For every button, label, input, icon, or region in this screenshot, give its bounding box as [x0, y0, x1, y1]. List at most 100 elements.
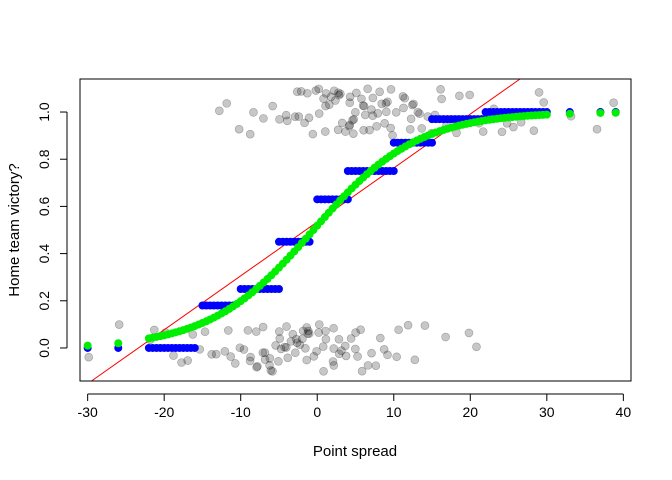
x-tick-label: -20 — [154, 404, 174, 420]
observed-point — [539, 98, 549, 107]
observed-point — [376, 333, 385, 343]
observed-point — [324, 100, 334, 109]
observed-point — [417, 124, 427, 133]
observed-point — [534, 88, 544, 97]
y-tick-label: 0.4 — [36, 244, 52, 264]
observed-point — [349, 129, 358, 138]
observed-point — [413, 107, 423, 117]
observed-point — [234, 124, 244, 134]
observed-point — [509, 122, 518, 132]
observed-point — [379, 345, 389, 354]
x-tick-label: 40 — [616, 404, 632, 420]
observed-point — [529, 126, 539, 135]
observed-point — [333, 125, 343, 135]
observed-point — [253, 362, 262, 371]
x-tick-label: 0 — [313, 404, 321, 420]
observed-point — [436, 85, 445, 94]
observed-point — [149, 325, 159, 335]
y-tick-label: 0.2 — [36, 291, 52, 311]
observed-point — [398, 92, 408, 101]
observed-point — [368, 111, 378, 120]
observed-point — [298, 326, 308, 336]
observed-point — [321, 127, 330, 136]
binned-fit-layer — [83, 108, 620, 352]
observed-point — [400, 93, 410, 103]
observed-point — [177, 358, 186, 367]
observed-point — [271, 341, 280, 350]
observed-point — [363, 361, 373, 370]
observed-point — [333, 88, 343, 98]
observed-point — [415, 109, 424, 119]
observed-point — [334, 349, 344, 359]
observed-point — [381, 98, 391, 108]
observed-point — [304, 113, 314, 123]
observed-point — [359, 101, 369, 111]
observed-point — [328, 357, 338, 366]
observed-point — [363, 84, 372, 94]
binned-fit-point — [389, 167, 398, 176]
logistic-fit-point — [611, 108, 620, 117]
observed-point — [351, 107, 360, 117]
observed-point — [386, 123, 395, 133]
observed-point — [268, 101, 277, 111]
observed-point — [265, 354, 275, 363]
observed-point — [220, 347, 230, 356]
observed-point — [394, 325, 403, 335]
observed-point — [266, 366, 276, 375]
observed-point — [292, 334, 301, 344]
observed-point — [334, 334, 344, 344]
observed-point — [211, 349, 221, 359]
observed-point — [183, 356, 192, 365]
x-axis-label: Point spread — [313, 443, 397, 460]
observed-point — [294, 112, 304, 121]
observed-point — [239, 345, 249, 354]
observed-point — [308, 129, 318, 139]
observed-point — [465, 90, 474, 100]
observed-point — [329, 361, 339, 370]
observed-point — [373, 109, 383, 118]
observed-point — [281, 343, 291, 352]
observed-point — [357, 366, 367, 376]
observed-point — [311, 86, 321, 95]
observed-point — [275, 334, 285, 343]
observed-point — [295, 340, 305, 350]
observed-point — [372, 122, 381, 131]
observed-point — [403, 320, 413, 330]
observed-point — [345, 98, 355, 108]
observed-point — [349, 115, 359, 124]
observed-point — [331, 96, 340, 105]
observed-point — [345, 92, 355, 102]
observed-point — [312, 346, 321, 356]
observed-point — [388, 131, 397, 140]
observed-point — [280, 342, 289, 352]
observed-point — [302, 355, 312, 365]
observed-point — [303, 326, 313, 336]
observed-point — [319, 94, 328, 103]
x-tick-label: -30 — [78, 404, 98, 420]
observed-point — [386, 85, 396, 94]
observed-point — [464, 328, 474, 338]
observed-point — [344, 121, 354, 131]
observed-point — [245, 356, 255, 366]
observed-point — [321, 89, 331, 98]
observed-point — [360, 110, 370, 120]
observed-point — [314, 84, 324, 94]
binned-fit-point — [428, 138, 437, 147]
observed-point — [321, 101, 330, 111]
observed-point — [358, 101, 368, 110]
observed-point — [365, 125, 374, 135]
observed-point — [314, 320, 324, 329]
observed-point — [251, 327, 261, 336]
observed-point — [437, 94, 446, 104]
observed-point — [409, 99, 418, 109]
y-axis-label: Home team victory? — [6, 163, 23, 296]
observed-point — [283, 353, 293, 363]
observed-point — [245, 129, 255, 139]
observed-point — [399, 103, 408, 113]
observed-point — [114, 320, 124, 329]
observed-point — [478, 127, 488, 136]
observed-point — [382, 107, 391, 117]
observed-point — [341, 351, 351, 361]
observed-point — [472, 342, 481, 352]
